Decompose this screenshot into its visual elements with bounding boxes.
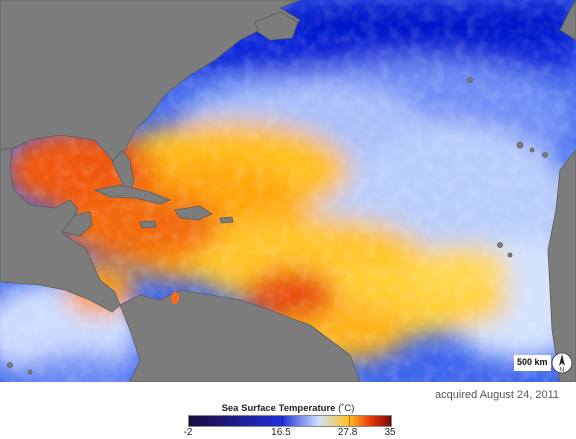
sst-map: 500 km N	[0, 0, 576, 382]
legend-tick-max: 35	[384, 427, 396, 438]
scale-bar-line	[514, 369, 551, 371]
legend-title: Sea Surface Temperature (˚C)	[0, 403, 576, 414]
scale-bar-label: 500 km	[517, 357, 548, 367]
colorbar-tick-2	[348, 416, 350, 426]
north-arrow-label: N	[560, 368, 564, 374]
sst-map-image	[0, 0, 576, 382]
color-scale-bar	[188, 415, 392, 427]
acquired-date: acquired August 24, 2011	[435, 389, 559, 401]
north-arrow-icon: N	[551, 352, 573, 374]
colorbar-tick-min	[189, 416, 190, 426]
colorbar-tick-1	[281, 416, 283, 426]
legend-title-text: Sea Surface Temperature	[221, 403, 336, 414]
legend-tick-min: -2	[183, 427, 193, 438]
legend-tick-2: 27.8	[337, 427, 358, 438]
colorbar-tick-max	[390, 416, 391, 426]
legend-tick-labels: -2 16.5 27.8 35	[184, 427, 396, 439]
scale-bar: 500 km	[514, 355, 551, 371]
legend-tick-1: 16.5	[271, 427, 291, 438]
legend-unit: (˚C)	[338, 403, 355, 414]
